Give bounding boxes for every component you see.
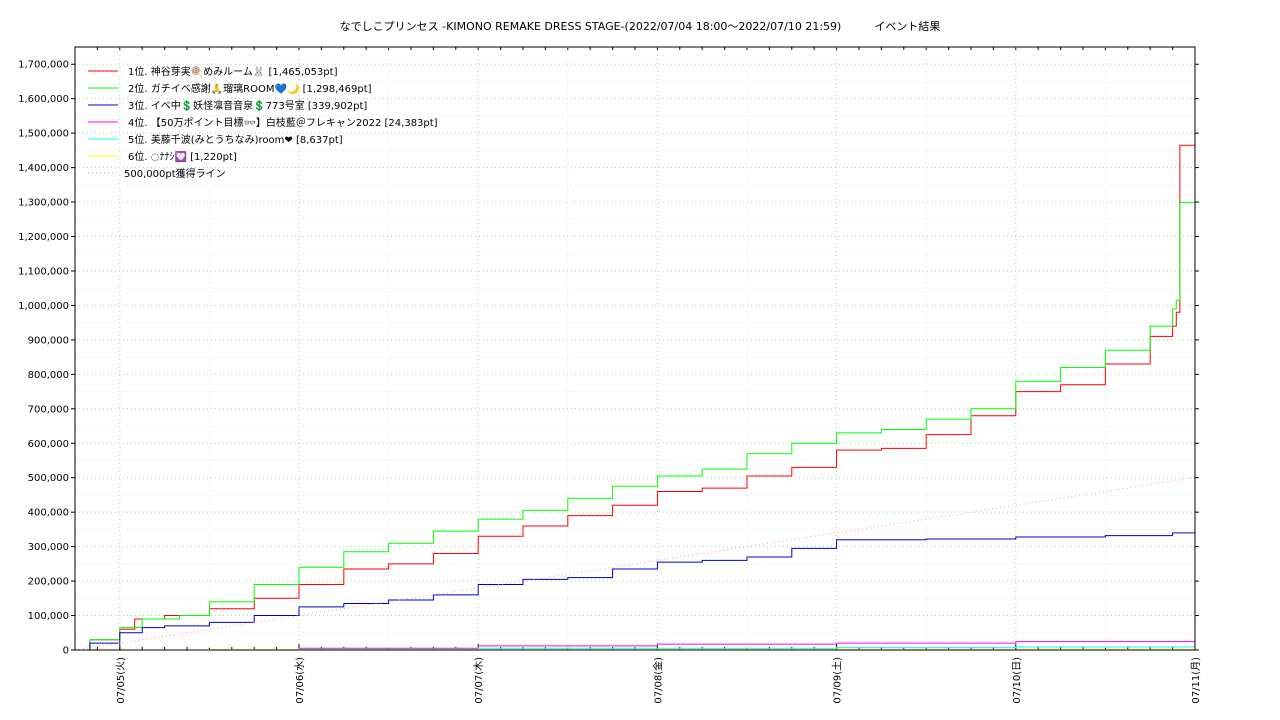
series-line-7	[74, 477, 1196, 651]
y-tick-label: 1,700,000	[18, 60, 69, 71]
legend-label: 4位. 【50万ポイント目標👓】白枝藍＠フレキャン2022 [24,383pt]	[128, 116, 438, 129]
x-tick-label: 07/06(水)	[294, 657, 306, 704]
legend-label: 6位. ◌ﾅﾅｼ💟 [1,220pt]	[128, 150, 237, 163]
y-tick-label: 800,000	[28, 370, 69, 381]
legend-label: 5位. 美藤千波(みとうちなみ)room❤ [8,637pt]	[128, 133, 343, 146]
y-tick-label: 1,300,000	[18, 198, 69, 209]
plot-frame	[74, 46, 1196, 651]
y-tick-label: 600,000	[28, 439, 69, 450]
x-tick-label: 07/07(木)	[473, 657, 485, 704]
y-tick-label: 100,000	[28, 611, 69, 622]
y-tick-label: 0	[63, 646, 69, 657]
x-tick-label: 07/11(月)	[1190, 657, 1202, 704]
x-tick-label: 07/09(土)	[831, 657, 844, 704]
y-tick-label: 1,600,000	[18, 94, 69, 105]
y-tick-label: 500,000	[28, 473, 69, 484]
series-line-1	[75, 144, 1195, 651]
legend-label: 500,000pt獲得ライン	[124, 167, 226, 180]
legend-label: 3位. イベ中💲妖怪凛音音泉💲773号室 [339,902pt]	[128, 99, 367, 112]
y-tick-label: 1,500,000	[18, 129, 69, 140]
series-line-4	[75, 641, 1195, 651]
y-tick-label: 1,200,000	[18, 232, 69, 243]
y-tick-label: 900,000	[28, 335, 69, 346]
x-tick-label: 07/08(金)	[651, 657, 664, 704]
y-tick-label: 400,000	[28, 508, 69, 519]
y-tick-label: 1,100,000	[18, 266, 69, 277]
series-line-2	[75, 202, 1195, 651]
y-tick-label: 1,000,000	[18, 301, 69, 312]
x-tick-label: 07/05(火)	[115, 657, 127, 704]
y-tick-label: 300,000	[28, 542, 69, 553]
x-tick-label: 07/10(日)	[1012, 657, 1023, 704]
chart-title: なでしこプリンセス -KIMONO REMAKE DRESS STAGE-(20…	[339, 20, 941, 33]
series-line-3	[75, 532, 1195, 651]
legend-label: 1位. 神谷芽実🍭めみルーム🐰 [1,465,053pt]	[128, 65, 338, 78]
legend-label: 2位. ガチイベ感謝🙏瑠璃ROOM💙🌙 [1,298,469pt]	[128, 82, 372, 95]
y-tick-label: 700,000	[28, 404, 69, 415]
y-tick-label: 200,000	[28, 577, 69, 588]
y-tick-label: 1,400,000	[18, 163, 69, 174]
